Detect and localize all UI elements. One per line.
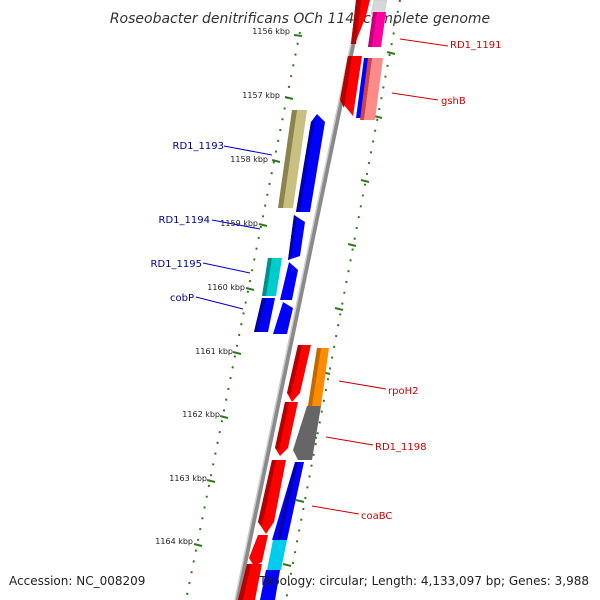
tick-label: 1162 kbp (182, 410, 220, 419)
gene-feature-shade (296, 118, 315, 212)
tick-label: 1164 kbp (155, 537, 193, 546)
gene-feature-shade (308, 348, 321, 406)
gene-feature (273, 302, 293, 334)
gene-label-rd1-1194: RD1_1194 (159, 215, 210, 226)
gene-feature-shade (287, 345, 302, 395)
label-leaders-left (195, 145, 273, 310)
gene-feature (249, 535, 268, 566)
gene-feature (260, 570, 280, 600)
tick-label: 1161 kbp (195, 347, 233, 356)
tick-label: 1160 kbp (207, 283, 245, 292)
gene-label-cobp: cobP (170, 293, 194, 304)
tick-label: 1157 kbp (242, 91, 280, 100)
gene-feature-shade (254, 298, 266, 332)
gene-feature-rd1-1198 (293, 406, 321, 460)
gene-feature (364, 58, 383, 120)
gene-feature (267, 540, 287, 570)
gene-feature-shade (288, 215, 297, 260)
gene-label-rd1-1195: RD1_1195 (151, 259, 202, 270)
accession-text: Accession: NC_008209 (9, 574, 145, 588)
gene-label-rd1-1193: RD1_1193 (173, 141, 224, 152)
gene-feature-shade (276, 462, 298, 540)
gene-label-rd1-1191: RD1_1191 (450, 40, 501, 51)
gene-feature-shade (258, 460, 276, 526)
genome-backbone-highlight (234, 0, 361, 600)
tick-label: 1156 kbp (252, 27, 290, 36)
gene-label-coabc: coaBC (361, 511, 392, 522)
gene-feature (275, 402, 298, 456)
gene-label-gshb: gshB (441, 96, 466, 107)
genome-summary-text: Topology: circular; Length: 4,133,097 bp… (258, 574, 589, 588)
gene-label-rpoh2: rpoH2 (388, 386, 418, 397)
gene-feature (370, 0, 388, 15)
gene-label-rd1-1198: RD1_1198 (375, 442, 426, 453)
gene-feature-shade (351, 0, 361, 44)
tick-label: 1159 kbp (220, 219, 258, 228)
gene-feature-shade (360, 58, 372, 120)
gene-feature-shade (238, 564, 251, 600)
gene-feature (287, 345, 311, 402)
gene-feature (258, 460, 286, 534)
label-leaders-right (311, 38, 449, 515)
tick-label: 1158 kbp (230, 155, 268, 164)
gene-feature-shade (275, 402, 289, 450)
map-title: Roseobacter denitrificans OCh 114, compl… (110, 11, 490, 27)
inner-major-ticks (193, 34, 303, 547)
gene-feature-shade (278, 110, 297, 208)
gene-feature-shade (368, 12, 377, 47)
gene-feature-shade (340, 56, 352, 108)
gene-feature (280, 262, 298, 300)
tick-label: 1163 kbp (169, 474, 207, 483)
gene-feature-shade (262, 258, 272, 296)
